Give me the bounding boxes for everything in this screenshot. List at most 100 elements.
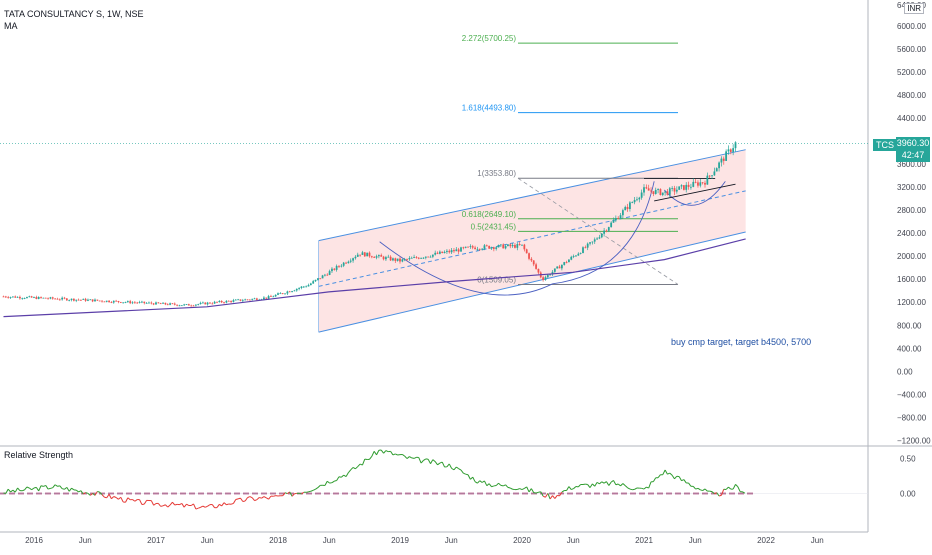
currency-badge[interactable]: INR	[904, 3, 924, 14]
rs-line-segment	[405, 456, 407, 458]
rs-line-segment	[102, 495, 104, 498]
candle-body	[408, 258, 410, 259]
rs-line-segment	[212, 505, 214, 508]
rs-line-segment	[428, 459, 430, 463]
candle-body	[523, 245, 525, 250]
y-tick-label: 4800.00	[897, 91, 926, 100]
candle-body	[160, 303, 162, 304]
candle-body	[652, 191, 654, 194]
rs-line-segment	[569, 487, 571, 490]
rs-line-segment	[599, 482, 601, 484]
rs-line-segment	[158, 503, 160, 506]
indicator-label[interactable]: MA	[4, 21, 18, 31]
rs-line-segment	[679, 477, 681, 481]
rs-line-segment	[182, 503, 184, 507]
rs-line-segment	[309, 491, 311, 492]
rs-line-segment	[168, 505, 170, 507]
candle-body	[59, 299, 61, 300]
rs-line-segment	[27, 487, 29, 488]
candle-body	[676, 190, 678, 192]
rs-line-segment	[62, 489, 64, 490]
candle-body	[181, 305, 183, 306]
candle-body	[735, 142, 737, 148]
rs-line-segment	[111, 497, 113, 499]
candle-body	[613, 220, 615, 222]
candle-body	[207, 303, 209, 305]
candle-body	[101, 301, 103, 302]
candle-body	[200, 303, 202, 304]
candle-body	[216, 302, 218, 303]
candle-body	[416, 257, 418, 258]
last-price-value: 3960.30	[896, 137, 930, 149]
rs-line-segment	[194, 504, 196, 509]
candle-body	[108, 301, 110, 302]
candle-body	[7, 297, 9, 298]
rs-line-segment	[233, 500, 235, 504]
rs-line-segment	[48, 488, 50, 489]
rs-line-segment	[703, 489, 705, 491]
candle-body	[530, 259, 532, 261]
rs-line-segment	[719, 495, 721, 496]
candle-body	[68, 300, 70, 301]
x-tick-label: Jun	[201, 536, 214, 545]
candle-body	[113, 301, 115, 303]
candle-body	[265, 298, 267, 299]
rs-line-segment	[728, 487, 730, 489]
candle-body	[338, 266, 340, 267]
rs-line-segment	[327, 481, 329, 483]
rs-line-segment	[240, 498, 242, 501]
y-tick-label: −400.00	[897, 390, 927, 399]
x-tick-label: Jun	[323, 536, 336, 545]
candle-body	[14, 296, 16, 297]
candle-body	[155, 302, 157, 304]
candle-body	[73, 299, 75, 301]
rs-line-segment	[693, 486, 695, 489]
candle-body	[254, 298, 256, 299]
candle-body	[99, 301, 101, 302]
rs-line-segment	[337, 477, 339, 481]
candle-body	[64, 298, 66, 299]
candle-body	[92, 299, 94, 301]
y-tick-label: 5200.00	[897, 68, 926, 77]
candle-body	[641, 193, 643, 198]
candle-body	[28, 296, 30, 297]
rs-line-segment	[205, 506, 207, 507]
rs-line-segment	[456, 467, 458, 469]
candle-body	[688, 185, 690, 187]
candle-body	[371, 256, 373, 257]
rs-line-segment	[161, 506, 163, 507]
candle-body	[45, 298, 47, 299]
candle-body	[728, 149, 730, 151]
candle-body	[176, 305, 178, 306]
candle-body	[21, 298, 23, 299]
candle-body	[432, 255, 434, 257]
y-tick-label: 2400.00	[897, 229, 926, 238]
candle-body	[556, 267, 558, 269]
candle-body	[240, 299, 242, 300]
candle-body	[545, 277, 547, 280]
candle-body	[150, 303, 152, 304]
candle-body	[366, 253, 368, 257]
fib-level-label: 0.618(2649.10)	[462, 210, 517, 219]
rs-line-segment	[499, 483, 501, 485]
rs-line-segment	[571, 489, 573, 490]
candle-body	[143, 302, 145, 303]
candle-body	[17, 297, 19, 298]
rs-line-segment	[299, 493, 301, 494]
fib-level-label: 1.618(4493.80)	[462, 104, 517, 113]
candle-body	[385, 257, 387, 259]
rs-line-segment	[698, 488, 700, 489]
rs-line-segment	[316, 488, 318, 490]
candle-body	[355, 257, 357, 258]
rs-line-segment	[374, 451, 376, 455]
candle-body	[526, 249, 528, 253]
candle-body	[218, 301, 220, 302]
rs-line-segment	[395, 454, 397, 455]
rs-line-segment	[32, 488, 34, 490]
candle-body	[664, 191, 666, 192]
rs-line-segment	[653, 478, 655, 482]
x-tick-label: Jun	[79, 536, 92, 545]
candle-body	[538, 269, 540, 273]
candle-body	[223, 302, 225, 303]
